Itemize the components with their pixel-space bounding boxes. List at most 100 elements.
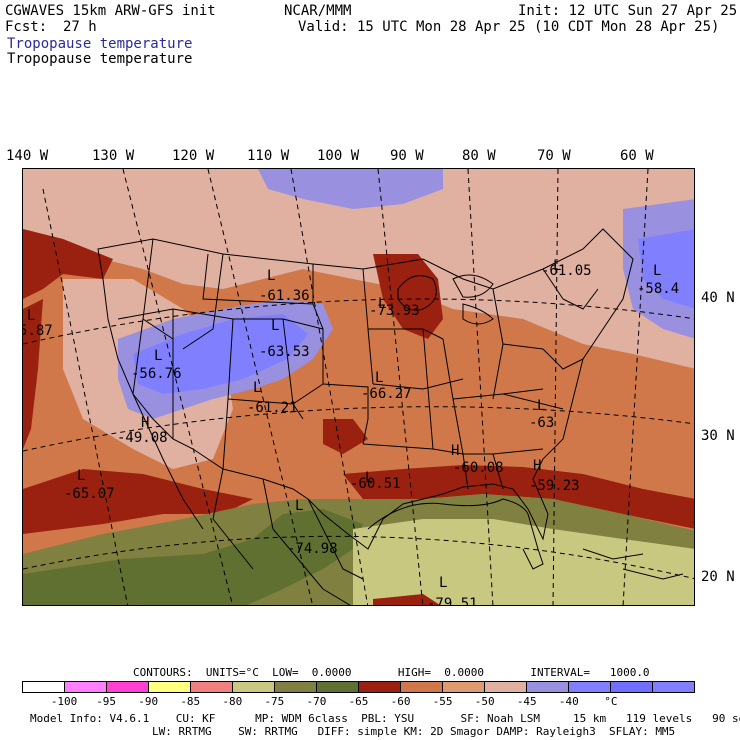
model-info-line-1: Model Info: V4.6.1 CU: KF MP: WDM 6class… [30,712,740,725]
color-bar-tick: -65 [348,695,369,708]
low-marker: L [378,296,387,312]
field-value-label: -59.23 [529,478,580,494]
low-marker: L [365,470,374,486]
color-bar-swatch [149,682,191,692]
low-marker: L [77,468,86,484]
latitude-label: 30 N [701,428,735,444]
color-bar-tick: -75 [264,695,285,708]
init-time: Init: 12 UTC Sun 27 Apr 25 [518,3,738,19]
color-bar-swatch [401,682,443,692]
color-bar-tick: -60 [390,695,411,708]
color-bar-tick: -80 [222,695,243,708]
color-bar-tick: -45 [516,695,537,708]
shaded-region [373,254,443,339]
color-bar-swatch [569,682,611,692]
field-value-label: -49.08 [117,430,168,446]
shaded-region [23,229,113,299]
org-label: NCAR/MMM [284,3,352,19]
shaded-region [23,469,253,534]
shaded-region [373,594,440,605]
color-bar-swatch [23,682,65,692]
color-bar-tick: -100 [50,695,78,708]
low-marker: L [27,308,36,324]
color-bar-tick: -90 [138,695,159,708]
forecast-label: Fcst: [5,19,48,35]
shaded-region [343,465,694,529]
field-name-blue: Tropopause temperature [7,36,193,52]
graticule [23,169,694,605]
state-borders [97,228,684,605]
field-value-label: -60.51 [350,476,401,492]
field-value-label: -63 [529,415,555,431]
field-value-label: -74.98 [287,541,338,557]
longitude-label: 120 W [172,148,215,164]
longitude-label: 70 W [537,148,571,164]
field-value-label: -79.51 [427,596,478,606]
model-info-line-2: LW: RRTMG SW: RRTMG DIFF: simple KM: 2D … [152,725,676,738]
field-value-label: -63.53 [259,344,310,360]
shaded-region [323,419,368,454]
field-value-label: -61.21 [247,400,298,416]
color-bar-tick: -40 [558,695,579,708]
shaded-region [133,314,308,394]
shaded-region [23,509,363,605]
color-bar-tick: -55 [432,695,453,708]
field-name: Tropopause temperature [7,51,193,67]
low-marker: L [271,318,280,334]
high-marker: H [141,415,150,431]
color-bar-swatch [233,682,275,692]
model-title: CGWAVES 15km ARW-GFS init [5,3,216,19]
low-marker: L [253,380,262,396]
latitude-label: 40 N [701,290,735,306]
longitude-label: 130 W [92,148,135,164]
high-marker: H [451,443,460,459]
color-bar-tick: -85 [180,695,201,708]
contour-info: CONTOURS: UNITS=°C LOW= 0.0000 HIGH= 0.0… [133,666,650,679]
shaded-region [638,229,694,309]
color-bar-tick: -95 [96,695,117,708]
color-bar-tick: °C [604,695,618,708]
low-marker: L [375,370,384,386]
longitude-label: 100 W [317,148,360,164]
field-value-label: -61.05 [541,263,592,279]
low-marker: L [439,575,448,591]
longitude-label: 90 W [390,148,424,164]
color-bar-swatch [443,682,485,692]
longitude-label: 60 W [620,148,654,164]
shaded-region [23,299,43,449]
longitude-label: 140 W [6,148,49,164]
color-bar-swatch [653,682,694,692]
latitude-label: 20 N [701,569,735,585]
field-value-label: 5.87 [22,323,53,339]
valid-time: Valid: 15 UTC Mon 28 Apr 25 (10 CDT Mon … [298,19,720,35]
low-marker: L [653,263,662,279]
field-value-label: -56.76 [131,366,182,382]
longitude-label: 80 W [462,148,496,164]
color-bar-swatch [359,682,401,692]
low-marker: L [295,498,304,514]
color-bar [22,681,695,693]
color-bar-swatch [65,682,107,692]
field-value-label: -60.08 [453,460,504,476]
field-value-label: -58.4 [637,281,680,297]
color-bar-swatch [611,682,653,692]
low-marker: L [537,398,546,414]
color-bar-swatch [317,682,359,692]
color-bar-swatch [485,682,527,692]
forecast-map: L 5.87 L -61.36 L -73.93 L -61.05 L -58.4 L -63.53 L… [22,168,695,606]
field-value-label: -73.93 [369,303,420,319]
low-marker: L [154,348,163,364]
longitude-label: 110 W [247,148,290,164]
field-value-label: -66.27 [361,386,412,402]
low-marker: L [267,268,276,284]
field-value-label: -65.07 [64,486,115,502]
low-marker: L [553,258,562,274]
high-marker: H [533,458,542,474]
color-bar-swatch [107,682,149,692]
color-bar-swatch [191,682,233,692]
color-bar-swatch [275,682,317,692]
color-bar-swatch [527,682,569,692]
field-value-label: -61.36 [259,288,310,304]
shaded-region [353,519,694,605]
color-bar-tick: -70 [306,695,327,708]
